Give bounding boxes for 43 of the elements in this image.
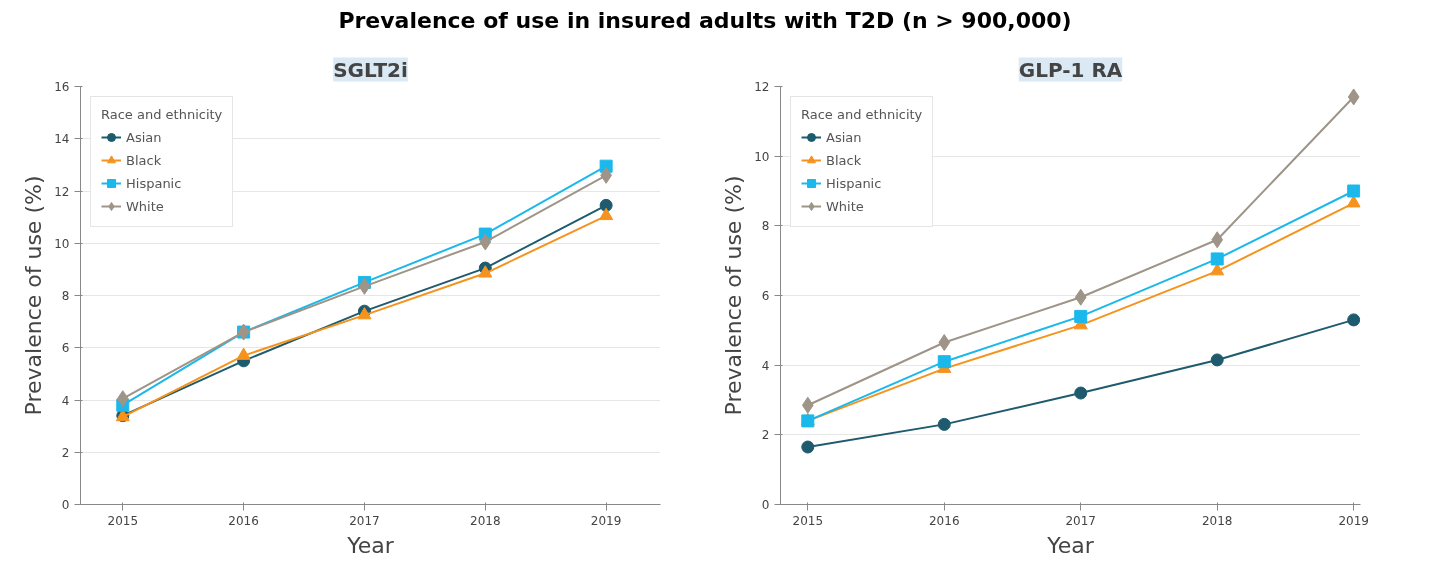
legend-title: Race and ethnicity [101,107,223,122]
y-tick-label: 14 [54,132,70,147]
x-tick-label: 2016 [929,513,960,528]
legend-label: Black [126,152,162,168]
x-tick-label: 2016 [228,513,259,528]
y-axis-title: Prevalence of use (%) [721,175,747,416]
x-tick-label: 2019 [1338,513,1369,528]
legend-label: Asian [826,129,862,145]
y-tick-label: 16 [54,80,70,94]
y-axis-title: Prevalence of use (%) [21,175,47,416]
text: Prevalence of use in insured adults with T2D (n > 900,000) [338,7,1072,35]
legend-label: Hispanic [826,175,882,191]
x-tick-label: 2017 [349,513,380,528]
y-tick-label: 2 [61,445,70,460]
y-tick-label: 8 [61,289,70,303]
x-axis-title: Year [346,532,395,558]
legend-label: Asian [126,129,162,145]
y-tick-label: 12 [754,80,770,94]
y-tick-label: 4 [61,393,70,408]
x-tick-label: 2015 [107,513,139,528]
x-tick-label: 2018 [1201,513,1233,528]
y-tick-label: 12 [54,184,70,199]
x-tick-label: 2018 [470,513,501,528]
y-tick-label: 8 [761,219,770,234]
y-tick-label: 2 [761,428,770,443]
x-tick-label: 2015 [792,513,824,528]
y-tick-label: 0 [61,498,70,512]
chart-title: GLP-1 RA [1018,57,1123,82]
legend-label: Hispanic [126,175,182,191]
y-tick-label: 6 [761,289,770,303]
legend-label: White [126,198,164,214]
x-axis-title: Year [1046,532,1095,558]
legend-title: Race and ethnicity [801,107,923,122]
x-tick-label: 2019 [590,513,622,528]
chart-title: SGLT2i [333,57,408,82]
y-tick-label: 4 [761,358,770,373]
y-tick-label: 10 [54,236,70,251]
y-tick-label: 0 [761,498,770,512]
y-tick-label: 6 [61,341,70,356]
y-tick-label: 10 [754,149,770,164]
legend-label: White [826,198,864,214]
x-tick-label: 2017 [1065,513,1097,528]
legend-label: Black [826,152,862,168]
